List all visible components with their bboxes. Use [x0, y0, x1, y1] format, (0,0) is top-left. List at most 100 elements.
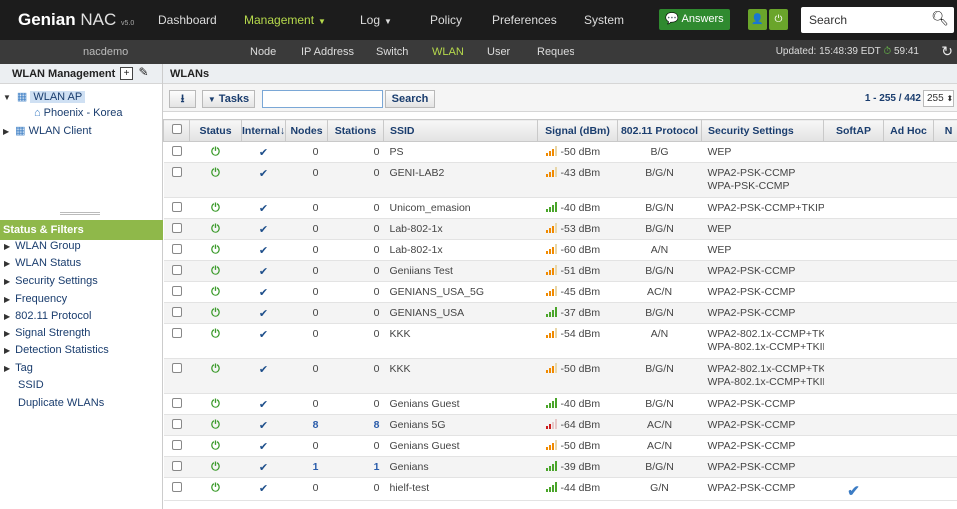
refresh-icon[interactable]: ↻: [941, 43, 953, 59]
expand-all-icon[interactable]: +: [120, 67, 133, 80]
table-row[interactable]: ⏻ ✔ 0 0 Lab-802-1x -60 dBm A/N WEP: [163, 239, 957, 261]
select-all-checkbox[interactable]: [171, 124, 182, 134]
ssid-cell[interactable]: PS: [383, 141, 538, 163]
filter-wlan-group[interactable]: ▶ WLAN Group: [4, 240, 81, 252]
filter-wlan-status[interactable]: ▶ WLAN Status: [4, 257, 82, 269]
table-row[interactable]: ⏻ ✔ 0 0 GENIANS_USA -37 dBm B/G/N WPA2-PSK-CCMP: [163, 302, 957, 324]
subnav-ip-address[interactable]: IP Address: [301, 46, 354, 58]
ssid-cell[interactable]: Lab-802-1x: [383, 218, 538, 240]
column-adhoc[interactable]: Ad Hoc: [883, 119, 934, 142]
answers-button[interactable]: 💬 Answers: [659, 9, 730, 30]
ssid-cell[interactable]: GENIANS_USA: [383, 302, 538, 324]
column-softap[interactable]: SoftAP: [823, 119, 884, 142]
user-icon[interactable]: 👤: [748, 9, 767, 30]
nav-policy[interactable]: Policy: [430, 13, 463, 27]
nodes-cell[interactable]: 1: [285, 456, 328, 478]
column-internal[interactable]: Internal↓: [241, 119, 286, 142]
filter-detection-statistics[interactable]: ▶ Detection Statistics: [4, 344, 109, 356]
table-row[interactable]: ⏻ ✔ 0 0 PS -50 dBm B/G WEP: [163, 141, 957, 163]
stations-cell[interactable]: 1: [327, 456, 384, 478]
filter-80211-protocol[interactable]: ▶ 802.11 Protocol: [4, 310, 92, 322]
column-security-settings[interactable]: Security Settings: [701, 119, 824, 142]
row-checkbox[interactable]: [171, 286, 182, 296]
expand-icon[interactable]: ▶: [3, 127, 10, 136]
row-checkbox[interactable]: [171, 461, 182, 471]
ssid-cell[interactable]: Geniians Test: [383, 260, 538, 282]
column-protocol[interactable]: 802.11 Protocol: [617, 119, 702, 142]
nodes-cell[interactable]: 8: [285, 414, 328, 436]
tree-item-phoenix-korea[interactable]: ⌂ Phoenix - Korea: [34, 107, 123, 119]
tree-item-wlan-ap[interactable]: ▼ ▦ WLAN AP: [3, 90, 86, 103]
table-row[interactable]: ⏻ ✔ 0 0 Geniians Test -51 dBm B/G/N WPA2-PSK-CC…: [163, 260, 957, 282]
ssid-cell[interactable]: GENIANS_USA_5G: [383, 281, 538, 303]
ssid-cell[interactable]: GENI-LAB2: [383, 162, 538, 198]
column-stations[interactable]: Stations: [327, 119, 384, 142]
search-button[interactable]: Search: [385, 90, 435, 108]
tasks-button[interactable]: ▼ Tasks: [202, 90, 255, 108]
row-checkbox[interactable]: [171, 146, 182, 156]
page-size-select[interactable]: 255 ⬍: [923, 90, 954, 107]
panel-splitter[interactable]: [60, 212, 100, 215]
subnav-switch[interactable]: Switch: [376, 46, 409, 58]
row-checkbox[interactable]: [171, 482, 182, 492]
table-row[interactable]: ⏻ ✔ 0 0 hielf-test -44 dBm G/N WPA2-PSK-CCMP ✔: [163, 477, 957, 501]
download-button[interactable]: ⭳: [169, 90, 196, 108]
search-input[interactable]: [262, 90, 383, 108]
table-row[interactable]: ⏻ ✔ 0 0 GENI-LAB2 -43 dBm B/G/N WPA2-PSK-CCMP WP…: [163, 162, 957, 198]
tree-item-wlan-client[interactable]: ▶ ▦ WLAN Client: [3, 125, 92, 137]
nav-preferences[interactable]: Preferences: [492, 13, 557, 27]
nav-management[interactable]: Management ▼: [244, 13, 326, 27]
row-checkbox[interactable]: [171, 223, 182, 233]
nav-dashboard[interactable]: Dashboard: [158, 13, 217, 27]
table-row[interactable]: ⏻ ✔ 0 0 KKK -54 dBm A/N WPA2-802.1x-CCMP+TKIP WP…: [163, 323, 957, 359]
ssid-cell[interactable]: KKK: [383, 358, 538, 394]
edit-icon[interactable]: ✎: [138, 65, 149, 79]
column-status[interactable]: Status: [189, 119, 242, 142]
ssid-cell[interactable]: Genians 5G: [383, 414, 538, 436]
ssid-cell[interactable]: Genians Guest: [383, 435, 538, 457]
row-checkbox[interactable]: [171, 328, 182, 338]
column-signal[interactable]: Signal (dBm): [537, 119, 618, 142]
filter-signal-strength[interactable]: ▶ Signal Strength: [4, 327, 91, 339]
subnav-user[interactable]: User: [487, 46, 511, 58]
filter-ssid[interactable]: SSID: [18, 379, 44, 391]
table-row[interactable]: ⏻ ✔ 0 0 Unicom_emasion -40 dBm B/G/N WPA2-PSK-C…: [163, 197, 957, 219]
table-row[interactable]: ⏻ ✔ 0 0 Genians Guest -50 dBm AC/N WPA2-PSK-CCM…: [163, 435, 957, 457]
ssid-cell[interactable]: Unicom_emasion: [383, 197, 538, 219]
column-overflow[interactable]: N: [933, 119, 957, 142]
row-checkbox[interactable]: [171, 202, 182, 212]
filter-duplicate-wlans[interactable]: Duplicate WLANs: [18, 397, 105, 409]
table-row[interactable]: ⏻ ✔ 0 0 Lab-802-1x -53 dBm B/G/N WEP: [163, 218, 957, 240]
table-row[interactable]: ⏻ ✔ 0 0 KKK -50 dBm B/G/N WPA2-802.1x-CCMP+TKIP…: [163, 358, 957, 394]
table-row[interactable]: ⏻ ✔ 0 0 GENIANS_USA_5G -45 dBm AC/N WPA2-PSK-CC…: [163, 281, 957, 303]
search-icon[interactable]: 🔍︎: [931, 10, 949, 26]
ssid-cell[interactable]: hielf-test: [383, 477, 538, 501]
row-checkbox[interactable]: [171, 244, 182, 254]
global-search-input[interactable]: Search 🔍︎: [801, 7, 954, 33]
ssid-cell[interactable]: Genians: [383, 456, 538, 478]
row-checkbox[interactable]: [171, 440, 182, 450]
row-checkbox[interactable]: [171, 419, 182, 429]
row-checkbox[interactable]: [171, 398, 182, 408]
row-checkbox[interactable]: [171, 307, 182, 317]
filter-security-settings[interactable]: ▶ Security Settings: [4, 275, 98, 287]
genian-nac-logo[interactable]: Genian NAC v5.0: [18, 10, 134, 30]
row-checkbox[interactable]: [171, 363, 182, 373]
ssid-cell[interactable]: Lab-802-1x: [383, 239, 538, 261]
table-row[interactable]: ⏻ ✔ 1 1 Genians -39 dBm B/G/N WPA2-PSK-CCMP: [163, 456, 957, 478]
table-row[interactable]: ⏻ ✔ 0 0 Genians Guest -40 dBm B/G/N WPA2-PSK-CC…: [163, 393, 957, 415]
table-row[interactable]: ⏻ ✔ 8 8 Genians 5G -64 dBm AC/N WPA2-PSK-CCMP: [163, 414, 957, 436]
column-ssid[interactable]: SSID: [383, 119, 538, 142]
row-checkbox[interactable]: [171, 265, 182, 275]
collapse-icon[interactable]: ▼: [3, 93, 11, 102]
ssid-cell[interactable]: KKK: [383, 323, 538, 359]
filter-tag[interactable]: ▶ Tag: [4, 362, 33, 374]
subnav-node[interactable]: Node: [250, 46, 277, 58]
nav-system[interactable]: System: [584, 13, 625, 27]
ssid-cell[interactable]: Genians Guest: [383, 393, 538, 415]
subnav-wlan[interactable]: WLAN: [432, 46, 464, 58]
row-checkbox[interactable]: [171, 167, 182, 177]
column-nodes[interactable]: Nodes: [285, 119, 328, 142]
nav-log[interactable]: Log ▼: [360, 13, 392, 27]
filter-frequency[interactable]: ▶ Frequency: [4, 293, 68, 305]
